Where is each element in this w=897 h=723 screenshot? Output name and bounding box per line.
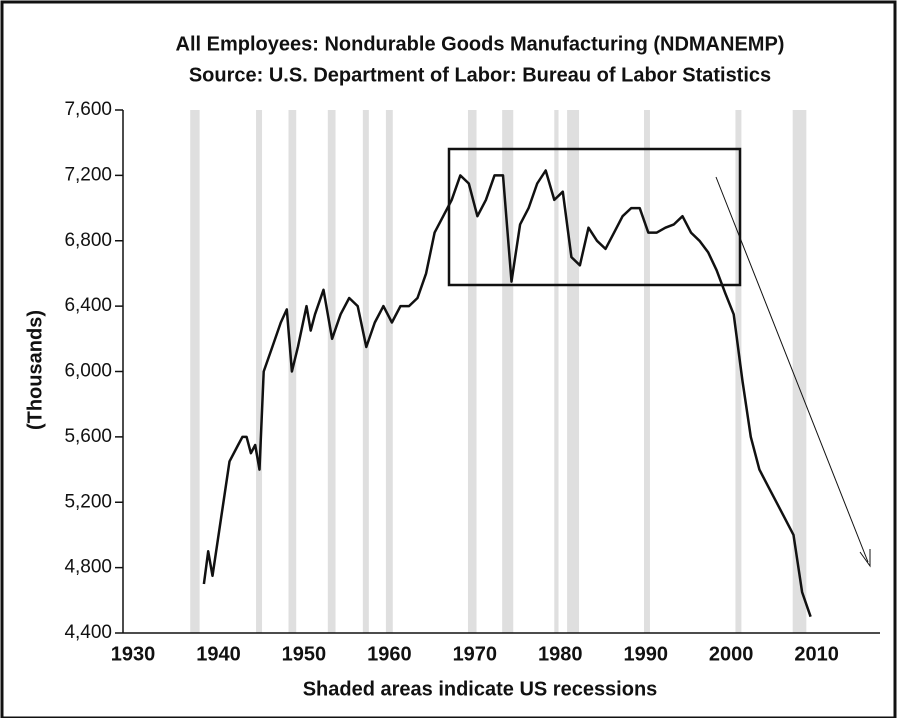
y-tick-label: 6,000 [64,361,112,382]
x-tick-label: 1970 [453,643,498,665]
recession-band [644,110,650,633]
y-axis-label: (Thousands) [24,310,46,430]
recession-band [554,110,559,633]
y-tick-label: 7,600 [64,99,112,120]
trend-arrow [715,176,869,563]
x-tick-label: 1980 [538,643,583,665]
x-tick-label: 1930 [111,643,156,665]
recession-band [327,110,336,633]
x-tick-label: 2010 [794,643,839,665]
x-tick-label: 1960 [367,643,412,665]
recession-band [567,110,580,633]
x-tick-label: 2000 [709,643,754,665]
recession-band [190,110,200,633]
y-tick-label: 4,800 [64,557,112,578]
chart-title: All Employees: Nondurable Goods Manufact… [176,33,785,55]
x-axis-label: Shaded areas indicate US recessions [303,678,658,700]
y-tick-label: 5,200 [64,491,112,512]
recession-band [256,110,263,633]
recession-band [385,110,393,633]
chart-subtitle: Source: U.S. Department of Labor: Bureau… [189,64,771,86]
y-tick-label: 5,600 [64,426,112,447]
x-tick-label: 1940 [196,643,241,665]
highlight-box [447,147,742,287]
recession-band [467,110,477,633]
x-tick-label: 1990 [623,643,668,665]
recession-band [792,110,807,633]
recession-band [735,110,742,633]
arrow-head [859,549,871,568]
data-line [202,169,812,618]
y-tick-label: 6,400 [64,295,112,316]
recession-band [362,110,369,633]
y-tick-label: 7,200 [64,164,112,185]
recession-band [502,110,514,633]
y-tick-label: 6,800 [64,230,112,251]
x-tick-label: 1950 [282,643,327,665]
y-tick-label: 4,400 [64,622,112,643]
